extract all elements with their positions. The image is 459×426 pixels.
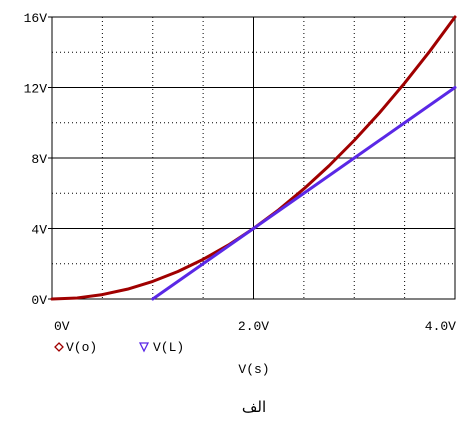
grid <box>52 17 455 299</box>
y-tick-label: 8V <box>31 152 47 167</box>
y-tick-label: 16V <box>24 11 48 26</box>
y-axis-ticks: 0V 4V 8V 12V 16V <box>24 11 52 308</box>
x-tick-label: 0V <box>54 319 70 334</box>
x-axis-label: V(s) <box>238 362 269 377</box>
legend: V(o) V(L) <box>54 340 184 355</box>
legend-label-vl: V(L) <box>153 340 184 355</box>
x-axis-ticks: 0V 2.0V 4.0V <box>54 319 456 334</box>
y-tick-label: 4V <box>31 223 47 238</box>
legend-label-vo: V(o) <box>66 340 97 355</box>
figure-caption: الف <box>242 398 266 416</box>
x-tick-label: 4.0V <box>425 319 456 334</box>
series-lines <box>50 15 457 301</box>
legend-marker-vo <box>54 342 64 352</box>
legend-marker-vl <box>138 342 150 353</box>
y-tick-label: 0V <box>31 293 47 308</box>
x-tick-label: 2.0V <box>238 319 269 334</box>
series-line-vl <box>151 86 457 301</box>
y-tick-label: 12V <box>24 82 48 97</box>
